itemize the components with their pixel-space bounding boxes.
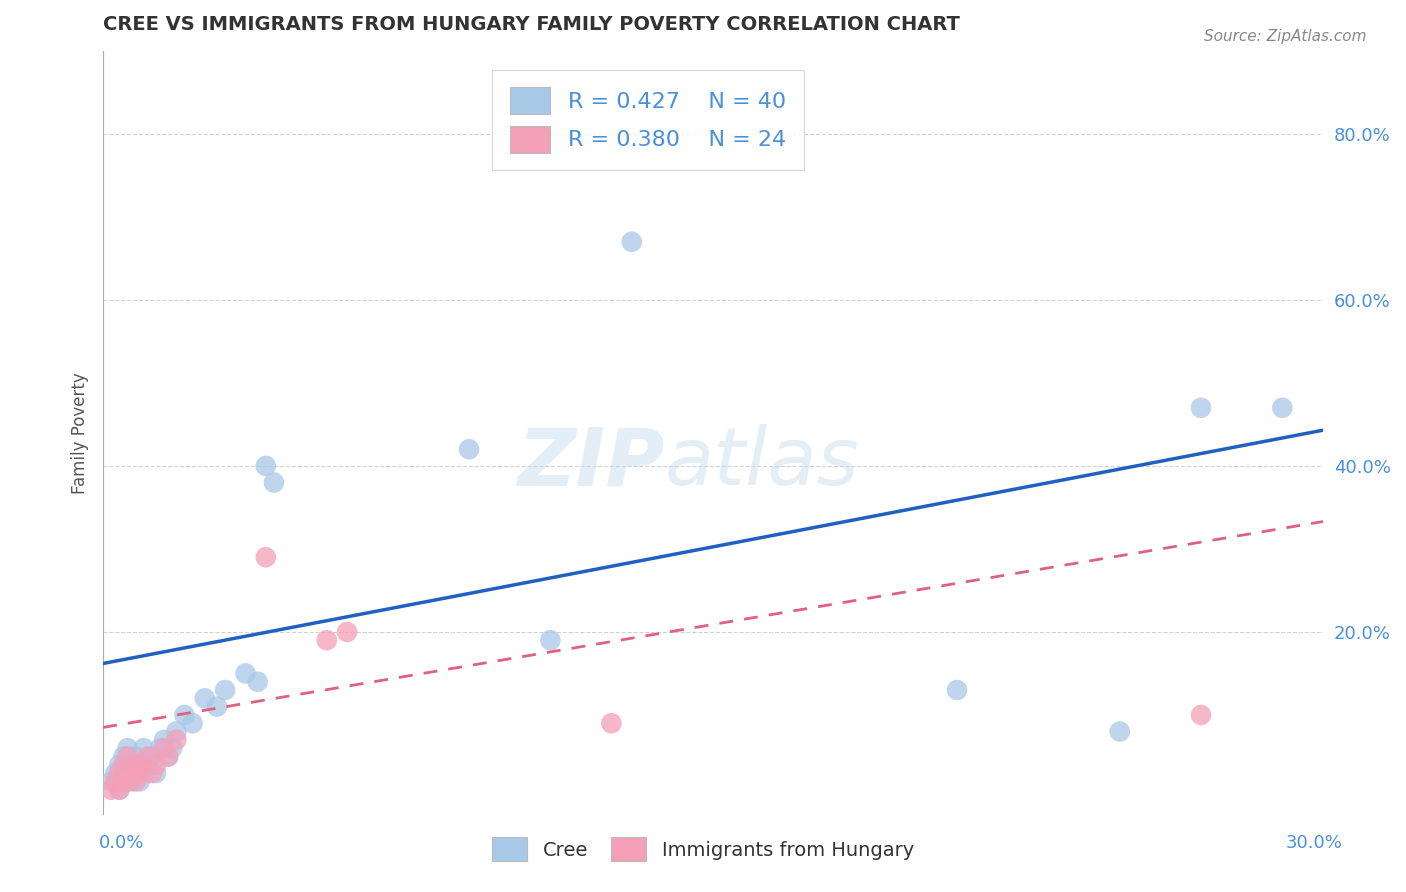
Point xyxy=(458,442,481,457)
Point xyxy=(124,766,146,780)
Point xyxy=(620,235,643,249)
Point xyxy=(165,724,187,739)
Point xyxy=(254,550,277,565)
Point xyxy=(132,766,155,780)
Point xyxy=(104,774,127,789)
Point xyxy=(108,766,131,780)
Legend: R = 0.427    N = 40, R = 0.380    N = 24: R = 0.427 N = 40, R = 0.380 N = 24 xyxy=(492,70,804,170)
Point xyxy=(121,774,143,789)
Point xyxy=(145,766,167,780)
Point xyxy=(108,782,131,797)
Point xyxy=(157,749,180,764)
Text: CREE VS IMMIGRANTS FROM HUNGARY FAMILY POVERTY CORRELATION CHART: CREE VS IMMIGRANTS FROM HUNGARY FAMILY P… xyxy=(103,15,960,34)
Point xyxy=(946,683,969,698)
Text: 30.0%: 30.0% xyxy=(1286,834,1343,852)
Point xyxy=(194,691,217,706)
Point xyxy=(104,766,127,780)
Point xyxy=(128,757,150,772)
Y-axis label: Family Poverty: Family Poverty xyxy=(72,372,89,493)
Point xyxy=(117,774,139,789)
Point xyxy=(315,633,337,648)
Point xyxy=(153,741,176,756)
Point xyxy=(149,741,172,756)
Text: Source: ZipAtlas.com: Source: ZipAtlas.com xyxy=(1204,29,1367,44)
Point xyxy=(263,475,285,490)
Point xyxy=(132,741,155,756)
Point xyxy=(124,774,146,789)
Point xyxy=(100,782,122,797)
Point xyxy=(136,749,159,764)
Point xyxy=(235,666,257,681)
Text: 0.0%: 0.0% xyxy=(98,834,143,852)
Point xyxy=(1189,708,1212,723)
Text: ZIP: ZIP xyxy=(517,425,664,502)
Point xyxy=(181,716,204,731)
Point xyxy=(538,633,561,648)
Point xyxy=(157,749,180,764)
Point xyxy=(100,774,122,789)
Point xyxy=(141,766,163,780)
Point xyxy=(1189,401,1212,415)
Point xyxy=(121,757,143,772)
Point xyxy=(162,741,184,756)
Legend: Cree, Immigrants from Hungary: Cree, Immigrants from Hungary xyxy=(484,830,922,869)
Point xyxy=(108,782,131,797)
Point xyxy=(112,774,135,789)
Point xyxy=(173,708,195,723)
Point xyxy=(1108,724,1130,739)
Point xyxy=(336,624,359,639)
Point xyxy=(246,674,269,689)
Point xyxy=(128,766,150,780)
Point xyxy=(254,458,277,473)
Point xyxy=(145,757,167,772)
Point xyxy=(165,732,187,747)
Point xyxy=(117,749,139,764)
Point xyxy=(153,732,176,747)
Point xyxy=(214,683,236,698)
Point xyxy=(1271,401,1294,415)
Point xyxy=(205,699,228,714)
Point xyxy=(128,774,150,789)
Point xyxy=(117,741,139,756)
Point xyxy=(124,749,146,764)
Point xyxy=(124,757,146,772)
Point xyxy=(117,766,139,780)
Point xyxy=(600,716,623,731)
Point xyxy=(112,749,135,764)
Point xyxy=(141,749,163,764)
Point xyxy=(132,757,155,772)
Text: atlas: atlas xyxy=(664,425,859,502)
Point xyxy=(112,774,135,789)
Point xyxy=(136,757,159,772)
Point xyxy=(121,766,143,780)
Point xyxy=(108,757,131,772)
Point xyxy=(112,757,135,772)
